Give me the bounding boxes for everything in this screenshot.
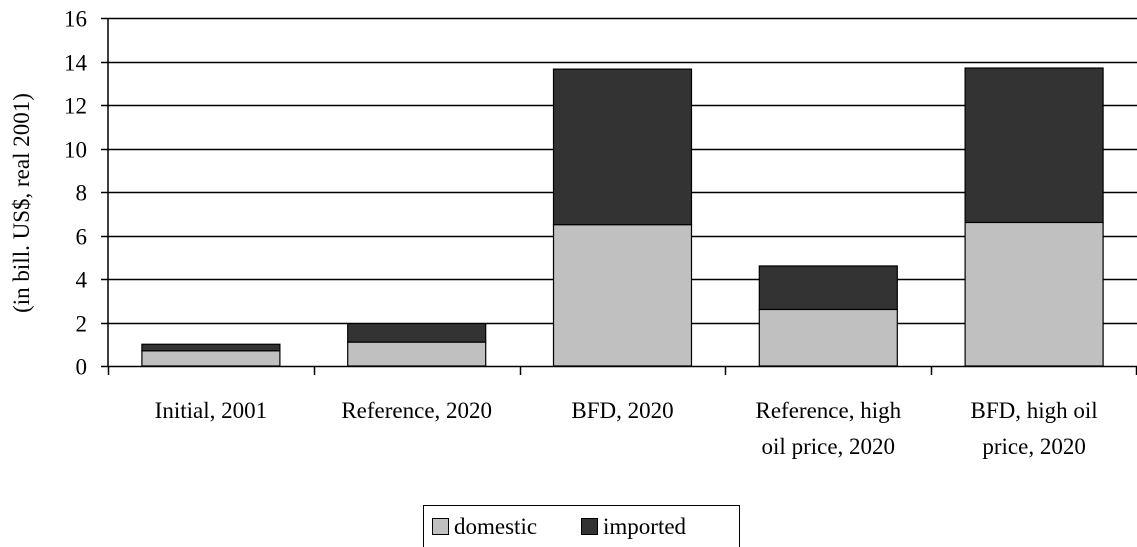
x-tick-label: BFD, 2020 bbox=[571, 398, 673, 423]
y-tick-label: 8 bbox=[76, 181, 88, 206]
axes bbox=[101, 17, 1137, 375]
y-tick-label: 2 bbox=[76, 312, 88, 337]
bar-imported-1 bbox=[141, 343, 281, 352]
legend-swatch-domestic bbox=[432, 518, 449, 535]
bar-imported-4 bbox=[758, 265, 898, 311]
y-tick-label: 10 bbox=[64, 138, 87, 163]
legend-swatch-imported bbox=[581, 518, 598, 535]
legend-item-domestic: domestic bbox=[432, 514, 537, 540]
bar-imported-2 bbox=[347, 322, 487, 343]
bar-imported-3 bbox=[552, 68, 693, 226]
chart: 0 2 4 6 8 10 12 14 16 Initial, 2001 Reference, 20… bbox=[64, 7, 1137, 459]
bar-imported-5 bbox=[964, 67, 1104, 224]
legend-label-imported: imported bbox=[603, 514, 687, 539]
y-tick-label: 14 bbox=[64, 51, 88, 76]
x-tick-label: price, 2020 bbox=[982, 434, 1085, 459]
y-axis-label: (in bill. US$, real 2001) bbox=[9, 93, 34, 313]
x-tick-labels: Initial, 2001 Reference, 2020 BFD, 2020 Ref… bbox=[155, 398, 1098, 459]
bar-domestic-3 bbox=[552, 224, 693, 367]
bar-domestic-1 bbox=[141, 350, 281, 367]
x-tick-label: Reference, 2020 bbox=[341, 398, 492, 423]
x-tick-label: Initial, 2001 bbox=[155, 398, 267, 423]
legend-item-imported: imported bbox=[581, 514, 686, 540]
bars bbox=[141, 67, 1104, 367]
bar-domestic-2 bbox=[347, 341, 487, 367]
x-tick-label: Reference, high bbox=[756, 398, 902, 423]
legend-label-domestic: domestic bbox=[454, 514, 538, 539]
y-tick-label: 0 bbox=[76, 355, 88, 380]
y-tick-label: 6 bbox=[76, 225, 88, 250]
y-axis-label-text: (in bill. US$, real 2001) bbox=[9, 93, 34, 313]
bar-domestic-5 bbox=[964, 221, 1104, 367]
x-tick-label: BFD, high oil bbox=[971, 398, 1098, 423]
y-tick-labels: 0 2 4 6 8 10 12 14 16 bbox=[64, 7, 88, 380]
x-tick-label: oil price, 2020 bbox=[762, 434, 896, 459]
legend: domestic imported bbox=[423, 505, 740, 547]
y-tick-label: 12 bbox=[64, 94, 87, 119]
y-tick-label: 16 bbox=[64, 7, 87, 32]
bar-domestic-4 bbox=[758, 308, 898, 367]
y-tick-label: 4 bbox=[76, 268, 88, 293]
